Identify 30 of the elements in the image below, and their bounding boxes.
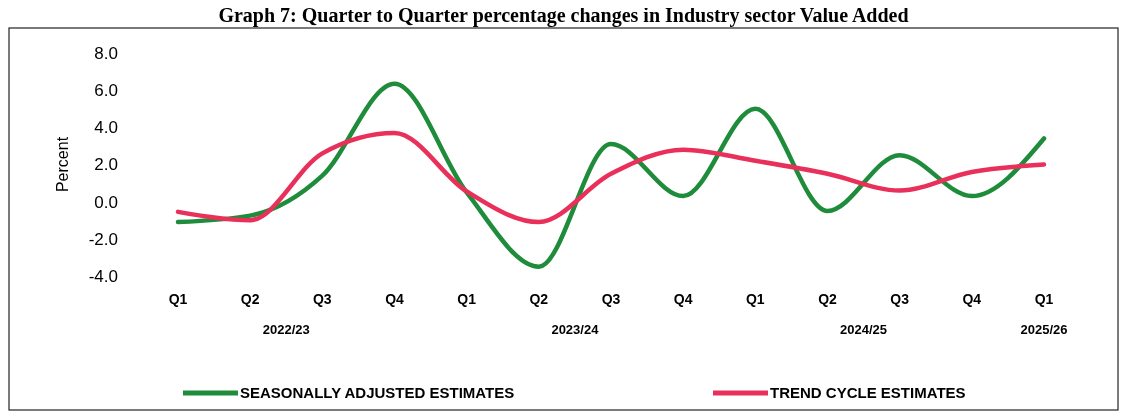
text: 2022/23 <box>262 322 310 337</box>
y-tick-label: 2.0 <box>94 155 118 175</box>
x-tick-label: Q2 <box>529 291 549 307</box>
x-tick-label: Q4 <box>673 291 693 307</box>
line-series <box>175 81 1047 269</box>
y-tick-label: -2.0 <box>88 229 118 249</box>
x-tick-label: Q3 <box>601 291 621 307</box>
text: 2023/24 <box>551 322 600 337</box>
line-series <box>175 130 1047 225</box>
x-tick-label: Q1 <box>168 291 188 307</box>
y-tick-label: 0.0 <box>94 192 118 212</box>
text: 2025/26 <box>1020 322 1068 337</box>
y-tick-label: 8.0 <box>94 43 118 63</box>
y-tick-label: 4.0 <box>94 118 118 138</box>
y-tick-label: 6.0 <box>94 81 118 101</box>
x-tick-label: Q3 <box>890 291 910 307</box>
x-tick-label: Q1 <box>457 291 477 307</box>
text: 2024/25 <box>840 322 888 337</box>
chart-title: Graph 7: Quarter to Quarter percentage changes in Industry sector Value Added <box>218 4 909 27</box>
x-tick-label: Q1 <box>1034 291 1054 307</box>
x-tick-label: Q4 <box>962 291 982 307</box>
x-tick-label: Q3 <box>312 291 332 307</box>
x-tick-label: Q4 <box>385 291 405 307</box>
y-axis-title: Percent <box>54 136 71 193</box>
x-tick-label: Q2 <box>818 291 838 307</box>
legend-label: SEASONALLY ADJUSTED ESTIMATES <box>240 384 515 402</box>
x-tick-label: Q1 <box>745 291 765 307</box>
y-tick-label: -4.0 <box>88 266 118 286</box>
legend-label: TREND CYCLE ESTIMATES <box>770 384 966 402</box>
x-tick-label: Q2 <box>240 291 260 307</box>
